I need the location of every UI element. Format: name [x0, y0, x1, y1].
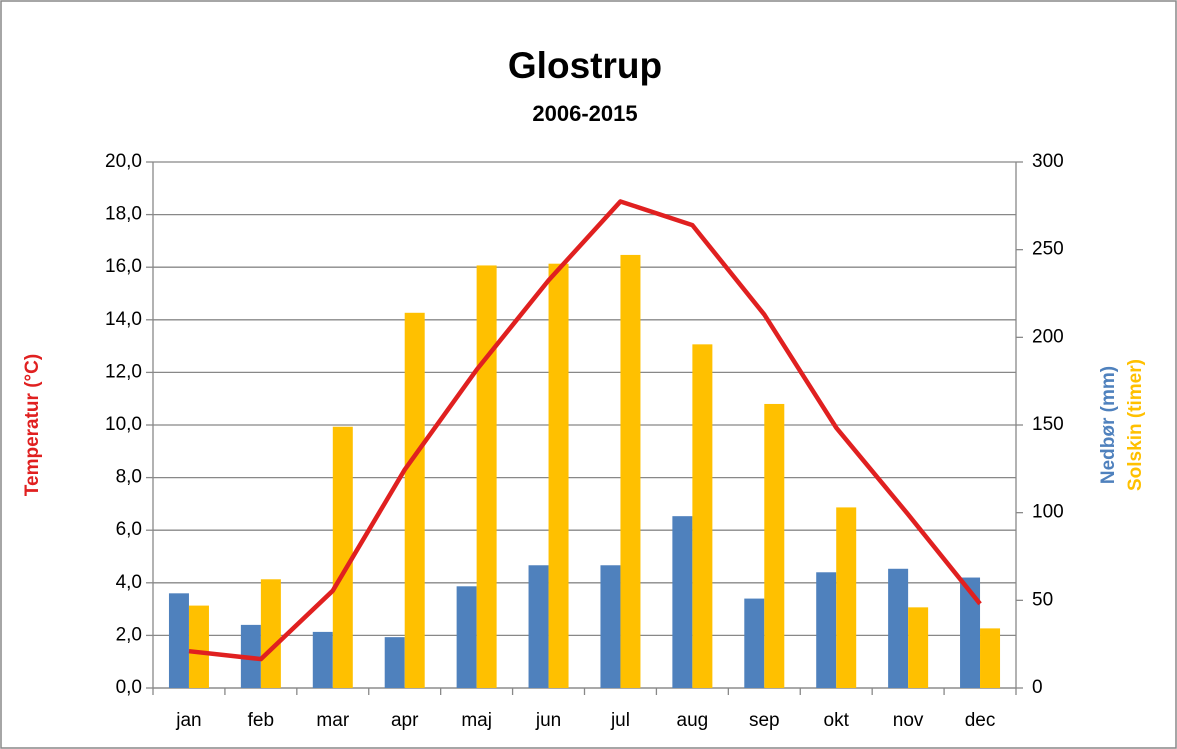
- bar: [332, 426, 353, 688]
- y2-tick-label: 150: [1032, 414, 1064, 435]
- y-tick-label: 6,0: [116, 519, 142, 540]
- x-tick-label: dec: [965, 710, 996, 731]
- x-tick-label: jun: [535, 710, 561, 731]
- y2-tick-label: 50: [1032, 589, 1053, 610]
- bar: [692, 344, 713, 688]
- bar: [600, 565, 621, 688]
- bar: [744, 598, 765, 688]
- y-tick-label: 20,0: [105, 151, 142, 172]
- bar: [476, 265, 497, 688]
- y2-axis-title: Solskin (timer): [1125, 359, 1146, 491]
- y-tick-label: 4,0: [116, 572, 142, 593]
- chart-subtitle: 2006-2015: [532, 101, 637, 126]
- x-tick-label: aug: [677, 710, 709, 731]
- y2-tick-label: 0: [1032, 677, 1043, 698]
- bar: [528, 565, 549, 688]
- y-tick-label: 10,0: [105, 414, 142, 435]
- y-tick-label: 2,0: [116, 624, 142, 645]
- y2-tick-label: 300: [1032, 151, 1064, 172]
- x-tick-label: okt: [824, 710, 850, 731]
- bar: [456, 586, 477, 688]
- bar: [168, 593, 189, 688]
- y-axis-title: Temperatur (°C): [22, 354, 43, 496]
- x-tick-label: apr: [391, 710, 419, 731]
- bar: [548, 263, 569, 688]
- y2-tick-label: 200: [1032, 326, 1064, 347]
- y-tick-label: 8,0: [116, 467, 142, 488]
- bar: [836, 507, 857, 688]
- x-tick-label: feb: [248, 710, 274, 731]
- y2-tick-label: 100: [1032, 502, 1064, 523]
- bar: [908, 607, 929, 688]
- y2-axis-title: Nedbør (mm): [1098, 366, 1119, 484]
- bar: [312, 631, 333, 688]
- bar: [960, 577, 981, 688]
- bar: [260, 579, 281, 688]
- x-tick-label: sep: [749, 710, 780, 731]
- y-tick-label: 12,0: [105, 361, 142, 382]
- bar: [620, 254, 641, 688]
- bar: [404, 312, 425, 688]
- y-tick-label: 18,0: [105, 204, 142, 225]
- x-tick-label: jan: [175, 710, 201, 731]
- x-tick-label: maj: [461, 710, 492, 731]
- y2-tick-label: 250: [1032, 239, 1064, 260]
- bar: [672, 516, 693, 688]
- line: [188, 199, 982, 662]
- x-tick-label: nov: [893, 710, 924, 731]
- bar: [188, 605, 209, 688]
- y-tick-label: 0,0: [116, 677, 142, 698]
- bar: [816, 572, 837, 688]
- chart-title: Glostrup: [508, 45, 662, 86]
- y-tick-label: 16,0: [105, 256, 142, 277]
- bar: [980, 628, 1001, 688]
- bar: [764, 403, 785, 688]
- x-tick-label: mar: [316, 710, 349, 731]
- y-tick-label: 14,0: [105, 309, 142, 330]
- bar: [888, 568, 909, 688]
- x-tick-label: jul: [610, 710, 630, 731]
- bar: [384, 637, 405, 688]
